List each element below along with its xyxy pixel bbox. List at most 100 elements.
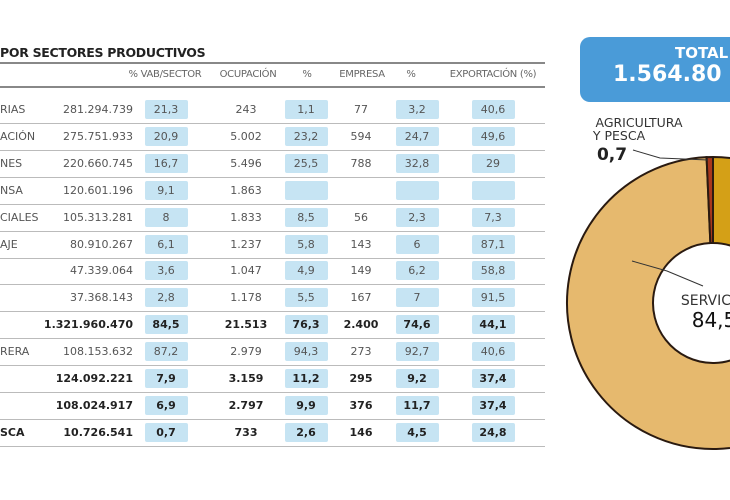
pct-emp: 9,2 (407, 372, 427, 385)
ocupacion: 733 (234, 425, 258, 439)
ocupacion: 5.496 (230, 156, 262, 170)
pct-ocup: 23,2 (293, 129, 319, 143)
pct-emp: 2,3 (408, 210, 426, 224)
pct-emp-box (396, 288, 439, 308)
empresa: 295 (349, 372, 373, 385)
export-box (472, 100, 515, 119)
pct-emp-box (396, 261, 439, 281)
table-row: NSA 120.601.196 9,1 1.863 (0, 177, 545, 205)
pct-ocup-box (285, 369, 328, 388)
export-box (472, 261, 515, 281)
pct-emp-box (396, 234, 439, 254)
pct-ocup-box (285, 234, 328, 254)
row-label: NSA (0, 183, 23, 197)
table-row: 37.368.143 2,8 1.178 5,5 167 7 91,5 (0, 284, 545, 313)
donut-slice (712, 155, 730, 247)
pct-vab-box (145, 288, 188, 308)
pct-vab: 87,2 (153, 345, 179, 359)
header-pct-emp: % (406, 69, 416, 80)
export-box (472, 288, 515, 308)
pct-vab-box (145, 315, 188, 335)
exportacion: 91,5 (480, 291, 506, 305)
pct-vab-box (145, 369, 188, 388)
pct-ocup: 76,3 (292, 318, 320, 332)
vab-value: 37.368.143 (70, 291, 133, 305)
pct-ocup-box (285, 342, 328, 362)
pct-emp: 74,6 (403, 318, 431, 332)
header-exportacion: EXPORTACIÓN (%) (449, 69, 537, 80)
table-row: NES 220.660.745 16,7 5.496 25,5 788 32,8… (0, 150, 545, 178)
pct-emp-box (396, 126, 439, 146)
pct-emp-box (396, 395, 439, 415)
vab-value: 105.313.281 (63, 210, 133, 224)
pct-vab: 6,9 (156, 398, 176, 412)
ocupacion: 2.797 (228, 398, 264, 412)
row-label: NES (0, 156, 23, 170)
pct-ocup: 5,8 (297, 237, 315, 251)
exportacion: 87,1 (480, 237, 506, 251)
export-box (472, 315, 515, 335)
pct-ocup: 8,5 (297, 210, 315, 224)
pct-vab: 6,1 (157, 237, 175, 251)
vab-value: 80.910.267 (70, 237, 133, 251)
row-label: ACIÓN (0, 129, 36, 143)
empresa: 594 (350, 129, 372, 143)
pct-ocup: 9,9 (296, 398, 316, 412)
export-box (472, 369, 515, 388)
donut-slice (705, 155, 714, 245)
pct-vab-box (145, 180, 188, 200)
vab-value: 1.321.960.470 (43, 318, 133, 332)
pct-emp-box (396, 180, 439, 200)
total-label: TOTAL (675, 44, 729, 62)
vab-value: 108.024.917 (55, 398, 133, 412)
exportacion: 29 (486, 156, 500, 170)
export-box (472, 126, 515, 146)
leader-line (631, 260, 704, 287)
vab-value: 281.294.739 (63, 103, 133, 116)
empresa: 273 (350, 345, 372, 359)
pct-vab-box (145, 395, 188, 415)
header-pct-vab: % VAB/SECTOR (128, 69, 202, 80)
empresa: 788 (350, 156, 372, 170)
slice-label: AGRICULTURA (595, 115, 682, 130)
pct-vab-box (145, 422, 188, 442)
table-row: 47.339.064 3,6 1.047 4,9 149 6,2 58,8 (0, 257, 545, 286)
pct-emp-box (396, 369, 439, 388)
header-pct-ocup: % (302, 69, 312, 80)
pct-emp: 7 (413, 291, 421, 305)
pct-emp-box (396, 207, 439, 227)
pct-ocup-box (285, 288, 328, 308)
vab-value: 120.601.196 (63, 183, 133, 197)
table-row: SCA 10.726.541 0,7 733 2,6 146 4,5 24,8 (0, 419, 545, 447)
pct-vab: 2,8 (157, 291, 175, 305)
pct-ocup-box (285, 422, 328, 442)
pct-ocup-box (285, 126, 328, 146)
pct-vab: 84,5 (152, 318, 180, 332)
pct-emp-box (396, 315, 439, 335)
empresa: 56 (354, 210, 368, 224)
pct-vab-box (145, 153, 188, 173)
pct-vab-box (145, 207, 188, 227)
row-label: AJE (0, 237, 18, 251)
vab-value: 275.751.933 (63, 129, 133, 143)
exportacion: 37,4 (479, 398, 507, 412)
divider (0, 86, 545, 88)
table-row: ACIÓN 275.751.933 20,9 5.002 23,2 594 24… (0, 123, 545, 151)
empresa: 146 (349, 425, 373, 439)
pct-vab: 16,7 (153, 156, 179, 170)
pct-emp: 4,5 (407, 425, 427, 439)
pct-vab: 3,6 (157, 264, 175, 278)
export-box (472, 180, 515, 200)
pct-vab-box (145, 261, 188, 281)
ocupacion: 1.047 (230, 264, 262, 278)
vab-value: 47.339.064 (70, 264, 133, 278)
pct-emp: 6,2 (408, 264, 426, 278)
exportacion: 24,8 (479, 425, 507, 439)
pct-emp-box (396, 342, 439, 362)
exportacion: 44,1 (479, 318, 507, 332)
pct-emp: 92,7 (404, 345, 430, 359)
pct-vab-box (145, 126, 188, 146)
pct-ocup-box (285, 100, 328, 119)
ocupacion: 243 (235, 103, 257, 116)
slice-label: Y PESCA (592, 128, 646, 143)
